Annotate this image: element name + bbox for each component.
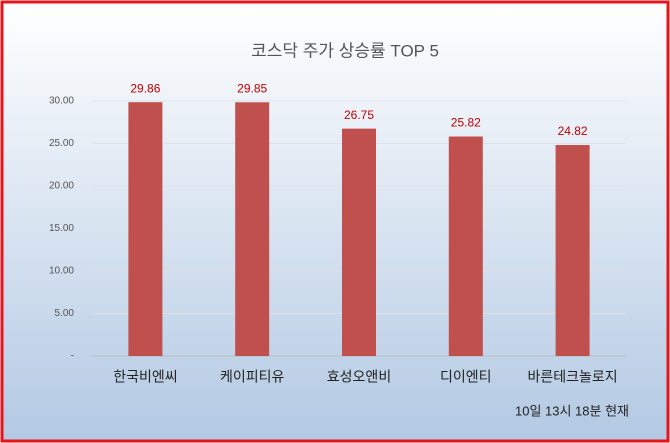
bar [342,128,376,356]
bar [555,145,590,356]
x-tick-label: 한국비엔씨 [113,369,177,385]
value-label: 29.85 [237,81,267,95]
x-tick-label: 디이엔티 [440,369,492,385]
y-tick-label: 30.00 [49,96,74,107]
x-tick-label: 케이피티유 [220,369,285,385]
bar [128,102,163,356]
bar [235,102,270,357]
value-label: 29.86 [130,81,160,95]
annotation: 10일 13시 18분 현재 [515,403,629,418]
y-tick-label: 20.00 [49,181,74,192]
x-tick-label: 바른테크놀로지 [528,369,618,385]
bar [448,136,483,356]
value-label: 24.82 [558,124,588,138]
y-tick-label: - [71,351,74,362]
y-tick-label: 15.00 [49,223,74,234]
y-tick-label: 5.00 [55,308,75,319]
x-tick-label: 효성오앤비 [327,369,391,385]
chart-title: 코스닥 주가 상승률 TOP 5 [251,41,439,60]
value-label: 26.75 [344,108,374,122]
y-tick-label: 25.00 [49,138,74,149]
value-label: 25.82 [451,116,481,130]
y-tick-label: 10.00 [49,266,74,277]
